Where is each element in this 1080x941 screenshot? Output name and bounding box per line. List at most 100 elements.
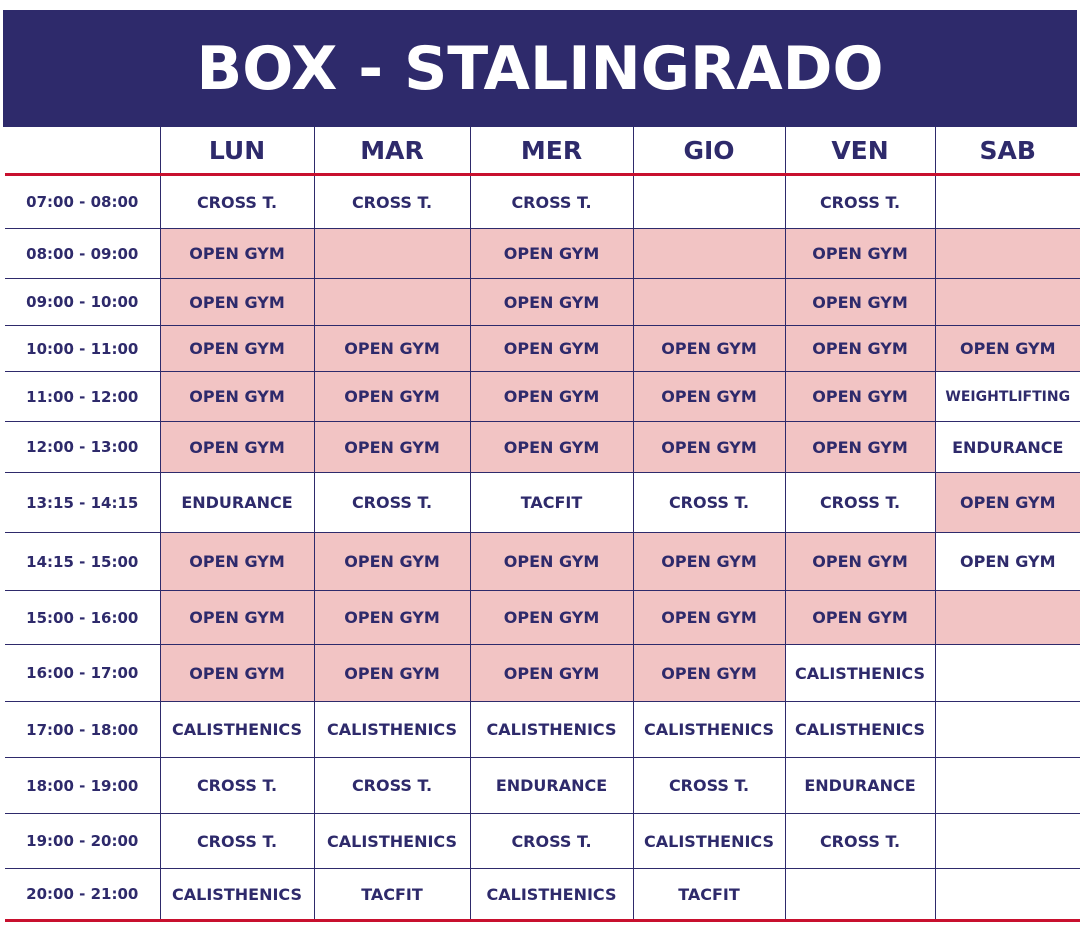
class-cell: CROSS T. [160,174,315,229]
class-cell: CROSS T. [470,174,634,229]
class-cell [935,868,1080,922]
class-cell [935,644,1080,702]
day-header: MER [470,127,634,176]
class-cell: CROSS T. [785,174,936,229]
time-slot: 08:00 - 09:00 [5,228,161,279]
class-cell: CALISTHENICS [633,701,786,758]
class-cell: CALISTHENICS [314,701,471,758]
class-cell [935,174,1080,229]
class-cell: OPEN GYM [314,644,471,702]
class-cell: CALISTHENICS [785,644,936,702]
class-cell: OPEN GYM [160,325,315,372]
class-cell [314,228,471,279]
schedule-table: LUN MAR MER GIO VEN SAB 07:00 - 08:00 CRO… [5,127,1080,922]
class-cell: CROSS T. [633,757,786,814]
time-slot: 11:00 - 12:00 [5,371,161,422]
class-cell [935,278,1080,326]
class-cell: OPEN GYM [633,325,786,372]
class-cell: OPEN GYM [470,421,634,473]
class-cell [935,757,1080,814]
schedule-row: 11:00 - 12:00 OPEN GYM OPEN GYM OPEN GYM OPE… [5,371,1080,422]
class-cell: CROSS T. [314,757,471,814]
time-slot: 17:00 - 18:00 [5,701,161,758]
class-cell [633,174,786,229]
class-cell: OPEN GYM [470,532,634,591]
schedule-row: 07:00 - 08:00 CROSS T. CROSS T. CROSS T. CRO… [5,174,1080,229]
class-cell: OPEN GYM [314,371,471,422]
class-cell: OPEN GYM [785,371,936,422]
schedule-title: BOX - STALINGRADO [3,10,1077,127]
schedule-row: 17:00 - 18:00 CALISTHENICS CALISTHENICS CAL… [5,701,1080,758]
class-cell: OPEN GYM [470,278,634,326]
class-cell: CALISTHENICS [160,701,315,758]
class-cell [785,868,936,922]
class-cell: OPEN GYM [633,644,786,702]
class-cell: OPEN GYM [314,532,471,591]
day-header: LUN [160,127,315,176]
class-cell [935,701,1080,758]
schedule-row: 09:00 - 10:00 OPEN GYM OPEN GYM OPEN GYM [5,278,1080,326]
time-slot: 20:00 - 21:00 [5,868,161,922]
class-cell [633,228,786,279]
day-header: SAB [935,127,1080,176]
time-slot: 10:00 - 11:00 [5,325,161,372]
schedule-row: 18:00 - 19:00 CROSS T. CROSS T. ENDURANCE CR… [5,757,1080,814]
class-cell: CROSS T. [160,757,315,814]
schedule-row: 13:15 - 14:15 ENDURANCE CROSS T. TACFIT CROS… [5,472,1080,533]
time-slot: 12:00 - 13:00 [5,421,161,473]
class-cell: OPEN GYM [785,228,936,279]
class-cell: OPEN GYM [633,371,786,422]
class-cell: OPEN GYM [160,421,315,473]
class-cell: OPEN GYM [160,644,315,702]
class-cell: ENDURANCE [785,757,936,814]
class-cell: OPEN GYM [160,371,315,422]
schedule-row: 16:00 - 17:00 OPEN GYM OPEN GYM OPEN GYM OPE… [5,644,1080,702]
class-cell: CROSS T. [160,813,315,869]
class-cell: CALISTHENICS [470,701,634,758]
class-cell: CALISTHENICS [633,813,786,869]
class-cell: OPEN GYM [935,472,1080,533]
class-cell: OPEN GYM [785,421,936,473]
schedule-row: 12:00 - 13:00 OPEN GYM OPEN GYM OPEN GYM OPE… [5,421,1080,473]
time-slot: 13:15 - 14:15 [5,472,161,533]
time-slot: 07:00 - 08:00 [5,174,161,229]
day-header: VEN [785,127,936,176]
class-cell: TACFIT [470,472,634,533]
schedule-row: 08:00 - 09:00 OPEN GYM OPEN GYM OPEN GYM [5,228,1080,279]
day-header: MAR [314,127,471,176]
schedule-row: 10:00 - 11:00 OPEN GYM OPEN GYM OPEN GYM OPE… [5,325,1080,372]
class-cell: OPEN GYM [785,325,936,372]
class-cell: ENDURANCE [160,472,315,533]
class-cell [935,590,1080,645]
class-cell: OPEN GYM [470,325,634,372]
class-cell: OPEN GYM [470,590,634,645]
time-slot: 19:00 - 20:00 [5,813,161,869]
day-header-row: LUN MAR MER GIO VEN SAB [5,127,1080,176]
class-cell: OPEN GYM [314,421,471,473]
class-cell: ENDURANCE [935,421,1080,473]
class-cell: OPEN GYM [470,371,634,422]
class-cell: CALISTHENICS [470,868,634,922]
class-cell: OPEN GYM [470,228,634,279]
schedule-row: 15:00 - 16:00 OPEN GYM OPEN GYM OPEN GYM OPE… [5,590,1080,645]
class-cell [633,278,786,326]
time-slot: 16:00 - 17:00 [5,644,161,702]
class-cell: OPEN GYM [935,532,1080,591]
class-cell: CROSS T. [314,472,471,533]
corner-cell [5,127,161,176]
class-cell: OPEN GYM [314,590,471,645]
class-cell [935,228,1080,279]
time-slot: 18:00 - 19:00 [5,757,161,814]
class-cell [935,813,1080,869]
class-cell: OPEN GYM [785,532,936,591]
class-cell: CALISTHENICS [785,701,936,758]
class-cell: WEIGHTLIFTING [935,371,1080,422]
day-header: GIO [633,127,786,176]
class-cell: CROSS T. [633,472,786,533]
class-cell: OPEN GYM [314,325,471,372]
class-cell: OPEN GYM [633,532,786,591]
time-slot: 14:15 - 15:00 [5,532,161,591]
class-cell: CALISTHENICS [314,813,471,869]
class-cell: OPEN GYM [935,325,1080,372]
class-cell: OPEN GYM [785,278,936,326]
